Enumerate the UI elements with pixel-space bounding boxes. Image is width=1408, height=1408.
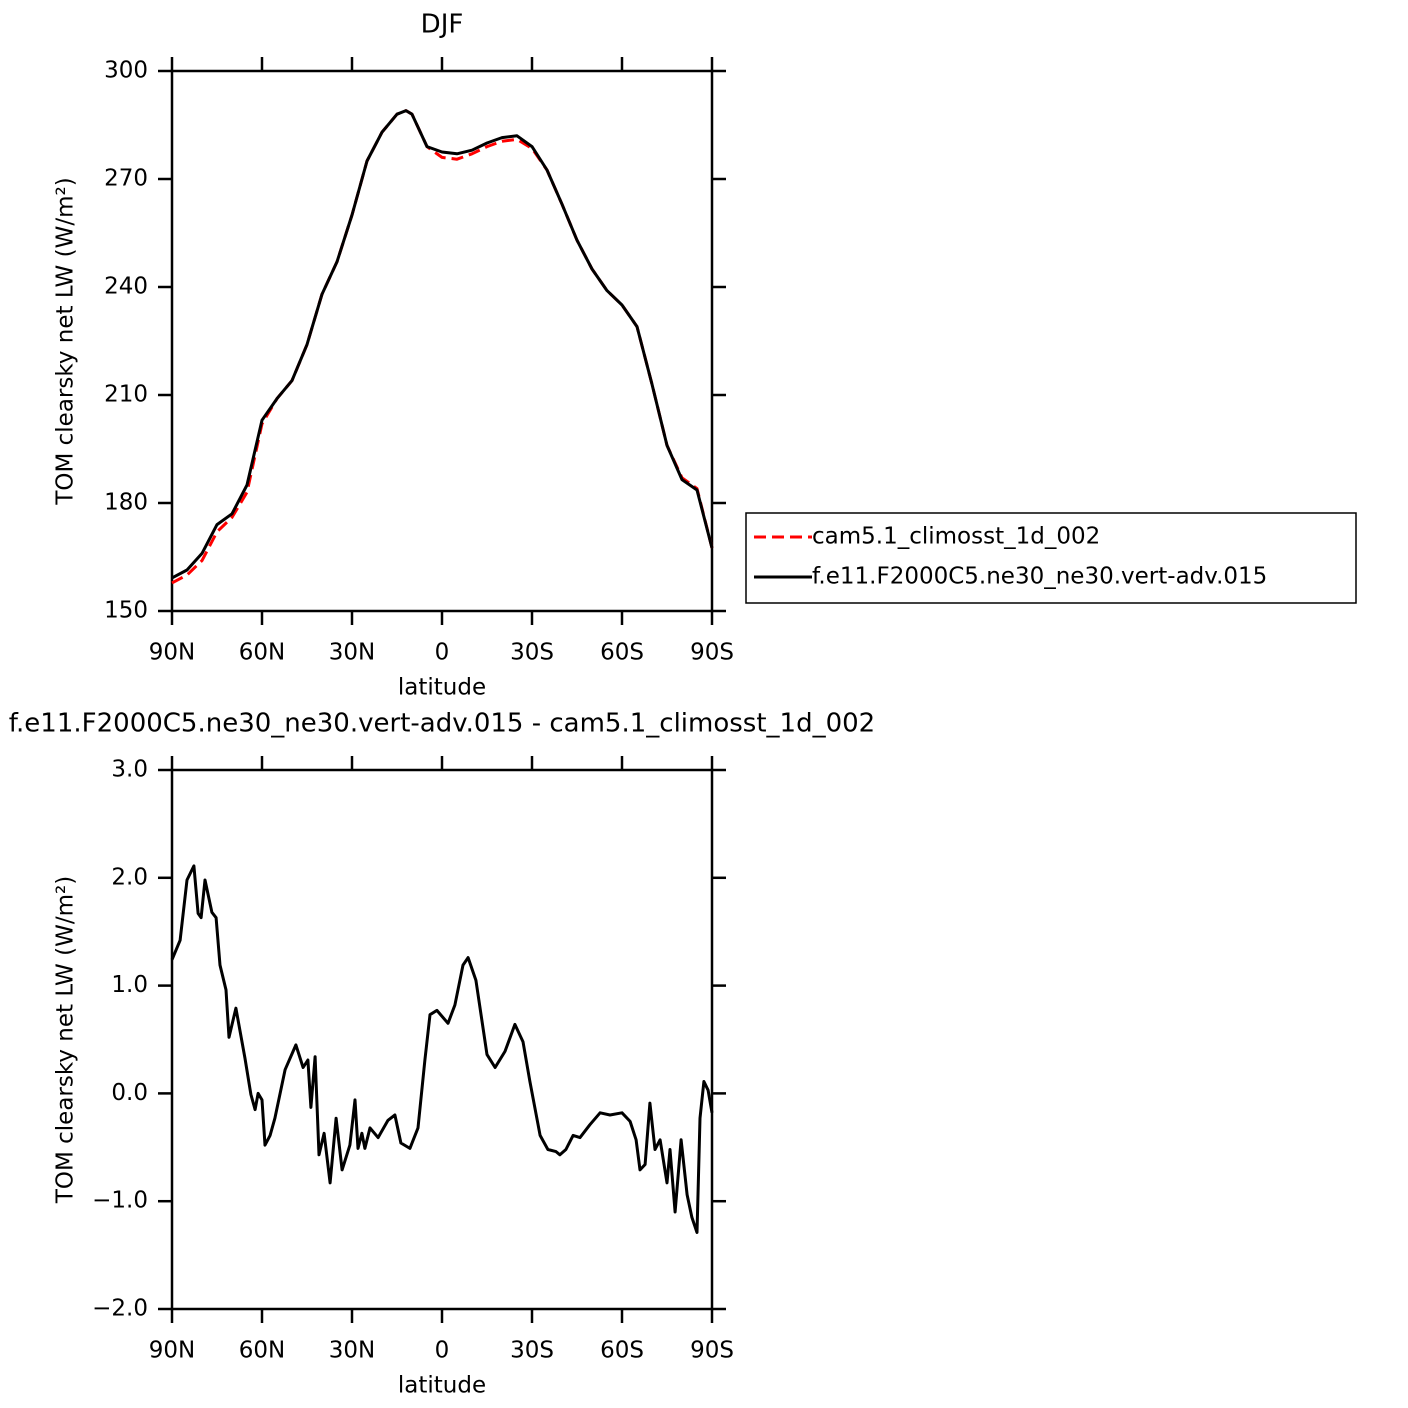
y-tick-label: 180 (104, 490, 148, 516)
y-axis-label: TOM clearsky net LW (W/m²) (53, 876, 79, 1204)
x-tick-label: 0 (435, 1338, 450, 1364)
x-tick-label: 90S (690, 1338, 734, 1364)
y-tick-label: −2.0 (92, 1296, 148, 1322)
y-tick-label: 2.0 (111, 864, 148, 890)
legend-label: cam5.1_climosst_1d_002 (812, 524, 1100, 550)
x-tick-label: 60S (600, 640, 644, 666)
x-tick-label: 60N (239, 640, 285, 666)
chart-title: DJF (421, 10, 464, 40)
plot-frame (170, 768, 714, 1311)
y-tick-label: 210 (104, 382, 148, 408)
x-tick-label: 30N (329, 640, 375, 666)
y-tick-label: 150 (104, 598, 148, 624)
y-tick-label: 0.0 (111, 1080, 148, 1106)
x-tick-label: 90S (690, 640, 734, 666)
x-tick-label: 90N (149, 1338, 195, 1364)
y-axis-label: TOM clearsky net LW (W/m²) (53, 177, 79, 505)
y-tick-label: 1.0 (111, 972, 148, 998)
chart-title: f.e11.F2000C5.ne30_ne30.vert-adv.015 - c… (9, 709, 875, 739)
legend-label: f.e11.F2000C5.ne30_ne30.vert-adv.015 (812, 564, 1267, 590)
data-line (171, 109, 714, 585)
x-axis-label: latitude (398, 1373, 486, 1399)
y-tick-label: −1.0 (92, 1188, 148, 1214)
x-tick-label: 30N (329, 1338, 375, 1364)
x-tick-label: 90N (149, 640, 195, 666)
x-tick-label: 0 (435, 640, 450, 666)
y-tick-label: 270 (104, 166, 148, 192)
data-line (170, 864, 714, 1234)
x-tick-label: 30S (510, 640, 554, 666)
data-line (171, 109, 714, 580)
x-tick-label: 30S (510, 1338, 554, 1364)
y-tick-label: 3.0 (111, 757, 148, 783)
y-tick-label: 240 (104, 274, 148, 300)
legend-box (745, 512, 1357, 604)
y-tick-label: 300 (104, 58, 148, 84)
x-axis-label: latitude (398, 675, 486, 701)
x-tick-label: 60S (600, 1338, 644, 1364)
x-tick-label: 60N (239, 1338, 285, 1364)
